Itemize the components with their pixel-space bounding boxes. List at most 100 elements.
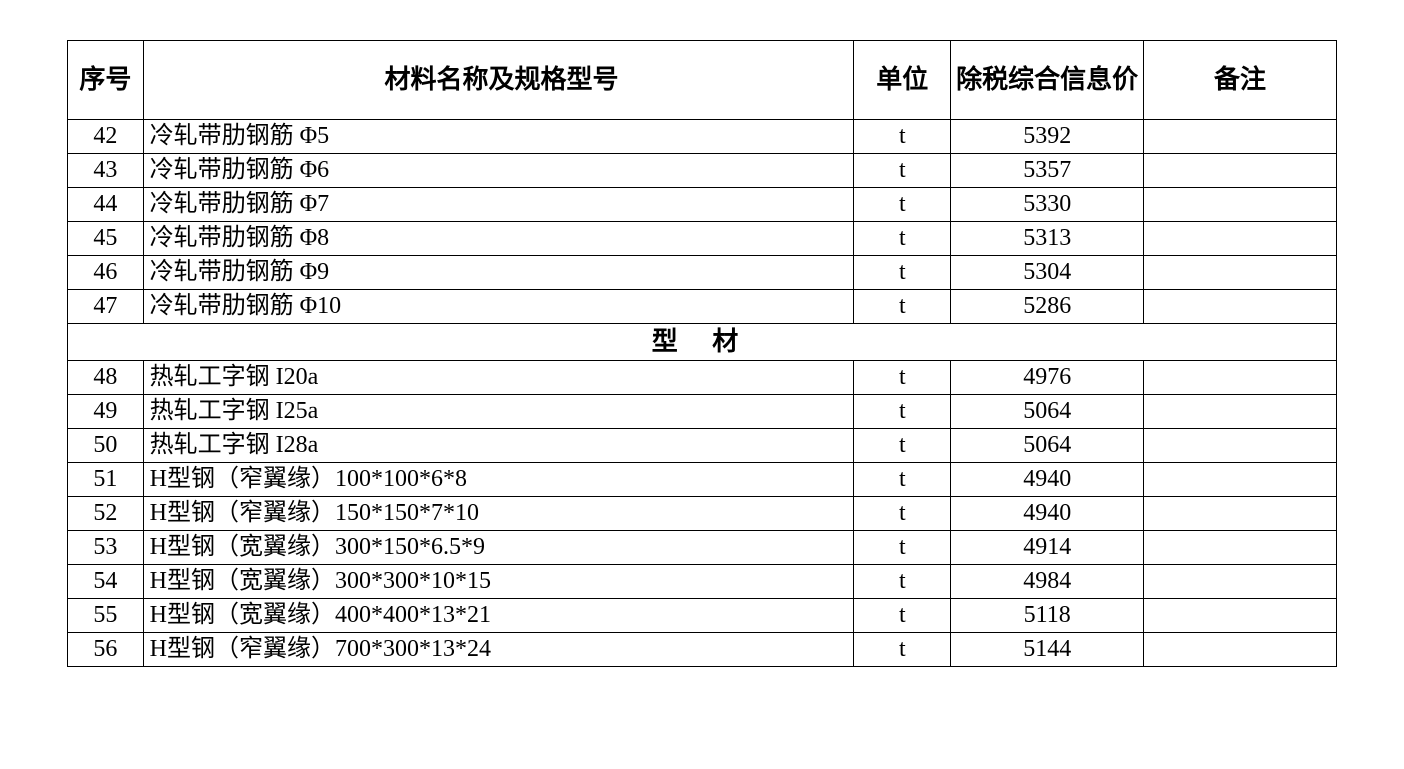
table-row: 52H型钢（窄翼缘）150*150*7*10t4940 [68,497,1337,531]
cell-remark [1144,633,1337,667]
cell-unit: t [854,497,951,531]
col-header-unit: 单位 [854,41,951,120]
cell-name: 冷轧带肋钢筋 Φ10 [143,290,854,324]
cell-remark [1144,120,1337,154]
cell-remark [1144,361,1337,395]
table-row: 44冷轧带肋钢筋 Φ7t5330 [68,188,1337,222]
section-title: 型 材 [68,324,1337,361]
table-row: 56H型钢（窄翼缘）700*300*13*24t5144 [68,633,1337,667]
cell-price: 4976 [951,361,1144,395]
cell-name: H型钢（宽翼缘）300*150*6.5*9 [143,531,854,565]
cell-seq: 52 [68,497,144,531]
table-row: 50热轧工字钢 I28at5064 [68,429,1337,463]
cell-name: H型钢（窄翼缘）150*150*7*10 [143,497,854,531]
cell-seq: 44 [68,188,144,222]
cell-unit: t [854,599,951,633]
table-row: 42冷轧带肋钢筋 Φ5t5392 [68,120,1337,154]
cell-price: 4984 [951,565,1144,599]
cell-remark [1144,565,1337,599]
cell-name: H型钢（宽翼缘）300*300*10*15 [143,565,854,599]
table-row: 51H型钢（窄翼缘）100*100*6*8t4940 [68,463,1337,497]
table-row: 53H型钢（宽翼缘）300*150*6.5*9t4914 [68,531,1337,565]
cell-price: 4914 [951,531,1144,565]
cell-remark [1144,256,1337,290]
cell-unit: t [854,120,951,154]
cell-seq: 54 [68,565,144,599]
cell-price: 5357 [951,154,1144,188]
cell-seq: 45 [68,222,144,256]
cell-unit: t [854,154,951,188]
cell-unit: t [854,188,951,222]
cell-seq: 46 [68,256,144,290]
cell-seq: 47 [68,290,144,324]
cell-price: 4940 [951,463,1144,497]
cell-remark [1144,222,1337,256]
table-row: 54H型钢（宽翼缘）300*300*10*15t4984 [68,565,1337,599]
cell-name: 冷轧带肋钢筋 Φ9 [143,256,854,290]
cell-unit: t [854,361,951,395]
table-row: 47冷轧带肋钢筋 Φ10t5286 [68,290,1337,324]
cell-unit: t [854,222,951,256]
cell-name: 热轧工字钢 I25a [143,395,854,429]
cell-price: 5304 [951,256,1144,290]
cell-unit: t [854,256,951,290]
cell-seq: 51 [68,463,144,497]
cell-name: 热轧工字钢 I28a [143,429,854,463]
cell-seq: 49 [68,395,144,429]
cell-seq: 48 [68,361,144,395]
cell-name: H型钢（宽翼缘）400*400*13*21 [143,599,854,633]
table-row: 49热轧工字钢 I25at5064 [68,395,1337,429]
cell-remark [1144,154,1337,188]
cell-price: 5118 [951,599,1144,633]
cell-remark [1144,463,1337,497]
cell-price: 5144 [951,633,1144,667]
cell-seq: 55 [68,599,144,633]
cell-name: 冷轧带肋钢筋 Φ5 [143,120,854,154]
cell-price: 5064 [951,395,1144,429]
table-row: 43冷轧带肋钢筋 Φ6t5357 [68,154,1337,188]
col-header-remark: 备注 [1144,41,1337,120]
table-row: 48热轧工字钢 I20at4976 [68,361,1337,395]
cell-seq: 43 [68,154,144,188]
cell-remark [1144,497,1337,531]
cell-unit: t [854,565,951,599]
table-row: 55H型钢（宽翼缘）400*400*13*21t5118 [68,599,1337,633]
col-header-seq: 序号 [68,41,144,120]
table-header: 序号 材料名称及规格型号 单位 除税综合信息价 备注 [68,41,1337,120]
cell-price: 5313 [951,222,1144,256]
cell-unit: t [854,633,951,667]
header-row: 序号 材料名称及规格型号 单位 除税综合信息价 备注 [68,41,1337,120]
col-header-name: 材料名称及规格型号 [143,41,854,120]
cell-unit: t [854,531,951,565]
col-header-price: 除税综合信息价 [951,41,1144,120]
cell-name: 冷轧带肋钢筋 Φ6 [143,154,854,188]
cell-unit: t [854,395,951,429]
table-body: 42冷轧带肋钢筋 Φ5t539243冷轧带肋钢筋 Φ6t535744冷轧带肋钢筋… [68,120,1337,667]
cell-remark [1144,290,1337,324]
cell-name: 冷轧带肋钢筋 Φ8 [143,222,854,256]
cell-name: 冷轧带肋钢筋 Φ7 [143,188,854,222]
cell-remark [1144,429,1337,463]
cell-price: 4940 [951,497,1144,531]
cell-price: 5286 [951,290,1144,324]
cell-seq: 56 [68,633,144,667]
cell-unit: t [854,429,951,463]
cell-remark [1144,599,1337,633]
cell-price: 5330 [951,188,1144,222]
cell-remark [1144,395,1337,429]
cell-name: H型钢（窄翼缘）100*100*6*8 [143,463,854,497]
cell-unit: t [854,463,951,497]
cell-price: 5392 [951,120,1144,154]
cell-remark [1144,188,1337,222]
cell-seq: 53 [68,531,144,565]
cell-seq: 50 [68,429,144,463]
cell-price: 5064 [951,429,1144,463]
section-row: 型 材 [68,324,1337,361]
table-row: 45冷轧带肋钢筋 Φ8t5313 [68,222,1337,256]
cell-remark [1144,531,1337,565]
table-row: 46冷轧带肋钢筋 Φ9t5304 [68,256,1337,290]
material-price-table: 序号 材料名称及规格型号 单位 除税综合信息价 备注 42冷轧带肋钢筋 Φ5t5… [67,40,1337,667]
cell-seq: 42 [68,120,144,154]
cell-name: 热轧工字钢 I20a [143,361,854,395]
cell-unit: t [854,290,951,324]
